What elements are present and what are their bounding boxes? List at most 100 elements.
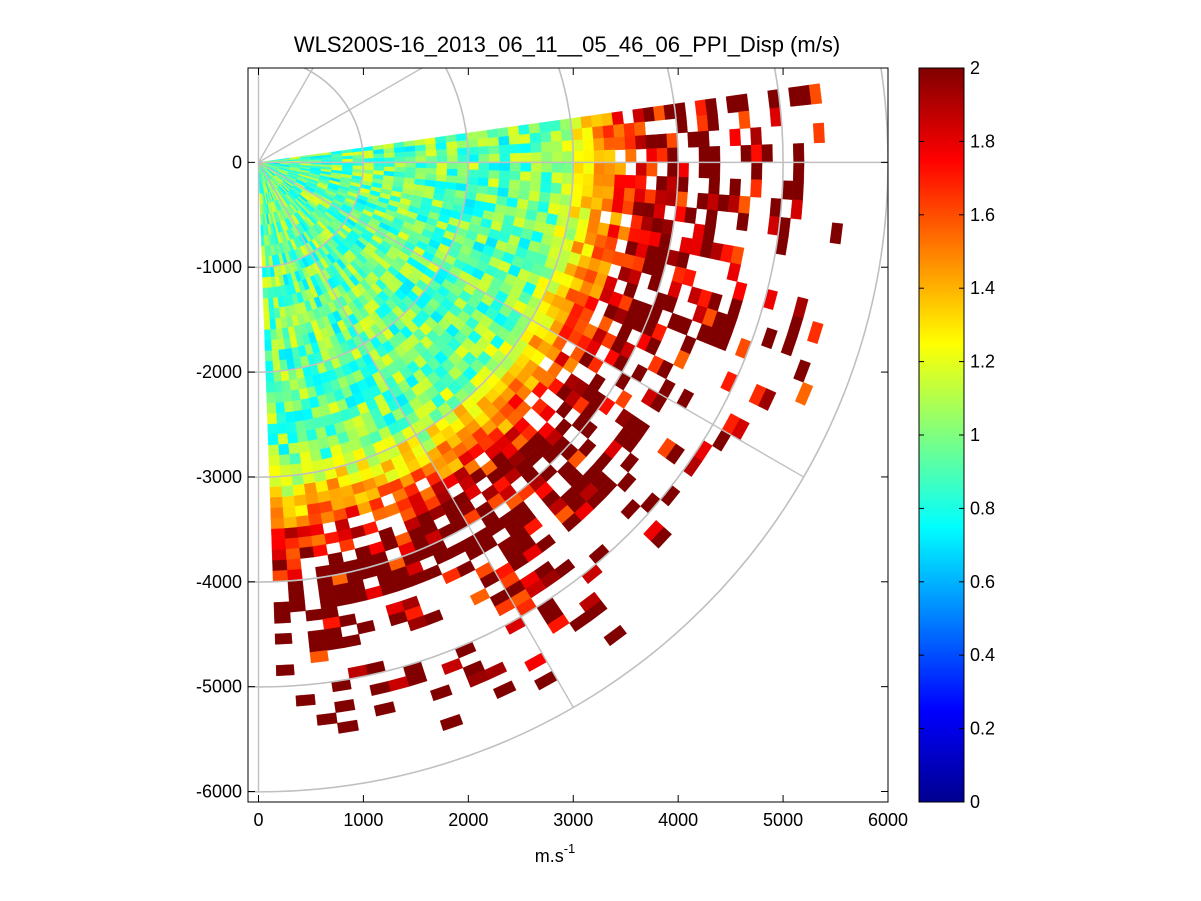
colorbar-tick-label: 1.6	[970, 205, 995, 225]
ppi-cell	[290, 389, 301, 402]
ppi-cell	[497, 187, 510, 198]
plot-area: 0 1000 2000 3000 4000 5000 6000 0 -1000 -2000 -30…	[196, 67, 908, 830]
ppi-cell	[279, 464, 292, 477]
ppi-cell	[572, 162, 584, 174]
chart-title: WLS200S-16_2013_06_11__05_46_06_PPI_Disp…	[294, 32, 840, 57]
ppi-cell	[709, 146, 721, 163]
ppi-cell	[273, 381, 283, 393]
ppi-cell	[466, 669, 490, 688]
ppi-cell	[549, 119, 562, 132]
ppi-cell	[528, 122, 541, 135]
ppi-cell	[498, 144, 511, 155]
ppi-cell	[320, 510, 336, 525]
ppi-cell	[572, 139, 584, 152]
ppi-cell	[293, 494, 307, 507]
ppi-cell	[569, 611, 592, 633]
ppi-cell	[425, 149, 437, 157]
ppi-cell	[405, 162, 417, 169]
colorbar-tick-label: 1.8	[970, 131, 995, 151]
grid-spoke	[258, 161, 805, 478]
ppi-cell	[508, 179, 521, 191]
ppi-cell	[436, 168, 448, 176]
ppi-cell	[613, 186, 626, 201]
colorbar-tick-label: 0.2	[970, 719, 995, 739]
ppi-cell	[561, 172, 574, 185]
ppi-cell	[517, 124, 531, 136]
ppi-cell	[265, 381, 275, 394]
ppi-cell	[426, 155, 438, 163]
ppi-cell	[673, 349, 691, 370]
ppi-cell	[394, 162, 406, 168]
ppi-cell	[415, 150, 427, 158]
ppi-cell	[404, 167, 417, 174]
ppi-cell	[655, 133, 668, 149]
ppi-cell	[283, 527, 299, 540]
ppi-cell	[538, 191, 551, 204]
ppi-cell	[282, 506, 297, 519]
ppi-cell	[457, 147, 469, 156]
x-tick-label: 6000	[868, 810, 908, 830]
ppi-cell	[267, 413, 278, 425]
ppi-cell	[294, 504, 309, 518]
ppi-cell	[676, 176, 689, 193]
ppi-cell	[697, 130, 710, 148]
ppi-cell	[590, 197, 604, 211]
y-axis: 0 -1000 -2000 -3000 -4000 -5000 -6000	[196, 152, 888, 802]
ppi-cell	[635, 162, 647, 177]
ppi-cell	[271, 349, 280, 362]
colorbar-tick-label: 0.8	[970, 498, 995, 518]
ppi-cell	[706, 193, 720, 211]
ppi-cell	[394, 151, 406, 158]
ppi-cell	[455, 132, 468, 142]
ppi-cell	[291, 399, 303, 412]
ppi-cell	[306, 502, 321, 516]
ppi-cell	[562, 162, 574, 174]
ppi-cell	[653, 203, 666, 220]
ppi-cell	[560, 129, 573, 142]
ppi-cell	[729, 178, 742, 197]
ppi-cell	[337, 719, 359, 734]
ppi-cell	[478, 162, 490, 171]
ppi-cell	[446, 148, 458, 157]
ppi-cell	[267, 297, 275, 310]
ppi-cell	[415, 162, 427, 169]
ppi-cell	[551, 172, 563, 184]
ppi-cell	[394, 166, 406, 173]
y-tick-label: -1000	[196, 257, 242, 277]
ppi-cell	[632, 201, 645, 217]
x-tick-label: 5000	[763, 810, 803, 830]
ppi-cell	[611, 111, 624, 126]
plot-frame	[247, 67, 889, 803]
ppi-cell	[540, 172, 553, 184]
ppi-cell	[602, 124, 615, 139]
ppi-cell	[266, 402, 277, 415]
ppi-cell	[407, 615, 428, 632]
ppi-cell	[550, 130, 563, 143]
ppi-cell	[307, 439, 320, 452]
ppi-cell	[702, 224, 716, 243]
ppi-cell	[260, 224, 264, 236]
ppi-cell	[572, 173, 584, 186]
ppi-cell	[388, 610, 408, 627]
ppi-cell	[457, 154, 469, 163]
ppi-cell	[603, 624, 627, 647]
ppi-cell	[539, 181, 552, 194]
colorbar-tick-label: 0	[970, 792, 980, 812]
ppi-cell	[507, 188, 520, 200]
ppi-cell	[260, 235, 265, 247]
ppi-cell	[295, 515, 310, 528]
ppi-cell	[593, 173, 605, 187]
ppi-cell	[698, 162, 710, 179]
ppi-cell	[738, 195, 751, 215]
ppi-cell	[467, 169, 479, 178]
ppi-cell	[284, 537, 300, 550]
ppi-cell	[457, 162, 469, 170]
ppi-cell	[498, 178, 510, 189]
ppi-cell	[538, 121, 551, 134]
x-tick-label: 3000	[553, 810, 593, 830]
ppi-cell	[275, 664, 295, 677]
ppi-cell	[268, 444, 280, 457]
ppi-cell	[268, 455, 280, 467]
colorbar-gradient	[918, 67, 965, 803]
